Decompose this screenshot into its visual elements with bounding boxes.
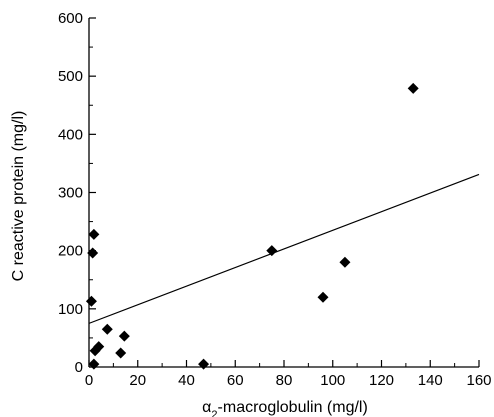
x-tick-label: 0 <box>85 372 93 389</box>
y-axis-title: C reactive protein (mg/l) <box>10 111 27 282</box>
x-axis-title-prefix: α <box>202 399 211 416</box>
y-tick-label: 200 <box>58 243 83 260</box>
x-tick-label: 60 <box>227 372 244 389</box>
x-tick-label: 100 <box>320 372 345 389</box>
y-tick-label: 600 <box>58 10 83 27</box>
data-point <box>101 323 113 335</box>
x-axis-title-suffix: -macroglobulin (mg/l) <box>218 399 368 416</box>
data-point <box>407 82 419 94</box>
data-point <box>266 245 278 257</box>
data-point <box>93 341 105 353</box>
y-tick-label: 400 <box>58 126 83 143</box>
data-point <box>115 347 127 359</box>
trend-line-group <box>88 173 480 324</box>
x-tick-label: 20 <box>129 372 146 389</box>
data-point <box>88 358 100 370</box>
data-points <box>85 82 419 370</box>
data-point <box>339 256 351 268</box>
y-tick-label: 500 <box>58 68 83 85</box>
data-point <box>88 228 100 240</box>
x-tick-label: 160 <box>466 372 491 389</box>
x-axis: 0 20 40 60 80 100 120 140 160 <box>85 360 492 389</box>
x-tick-label: 120 <box>369 372 394 389</box>
x-tick-label: 40 <box>178 372 195 389</box>
x-axis-title: α2-macroglobulin (mg/l) <box>202 399 368 417</box>
x-axis-title-subscript: 2 <box>211 409 217 417</box>
y-tick-label: 300 <box>58 185 83 202</box>
y-tick-label: 0 <box>75 359 83 376</box>
trend-line <box>88 173 480 324</box>
x-tick-label: 140 <box>418 372 443 389</box>
data-point <box>87 247 99 259</box>
y-axis: 0 100 200 300 400 500 600 <box>58 10 96 376</box>
data-point <box>85 295 97 307</box>
data-point <box>317 291 329 303</box>
data-point <box>118 330 130 342</box>
x-tick-label: 80 <box>276 372 293 389</box>
data-point <box>198 358 210 370</box>
y-tick-label: 100 <box>58 301 83 318</box>
